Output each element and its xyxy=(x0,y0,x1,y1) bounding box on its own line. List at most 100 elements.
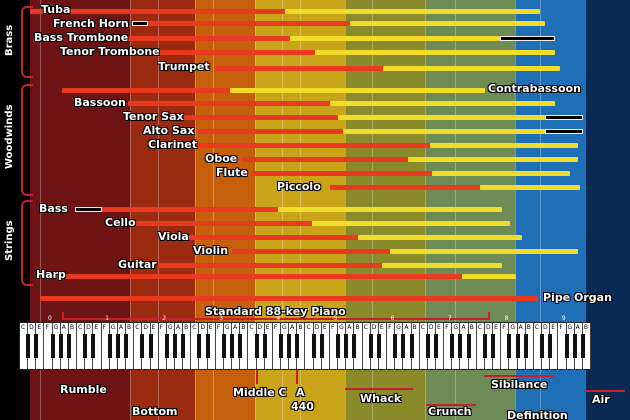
note-letter: G xyxy=(224,324,230,331)
black-key xyxy=(319,334,324,358)
note-letter: C xyxy=(420,324,425,331)
white-key: E xyxy=(322,323,330,369)
octave-number: 9 xyxy=(561,315,566,322)
zone-sibilance: Sibilance xyxy=(491,378,548,391)
harmonic-range xyxy=(430,143,578,148)
label-tenor-sax: Tenor Sax xyxy=(123,110,184,123)
black-key xyxy=(311,334,316,358)
fundamental-range xyxy=(132,221,312,226)
black-key xyxy=(34,334,39,358)
brass-brace xyxy=(21,6,33,78)
black-key xyxy=(450,334,455,358)
black-key xyxy=(254,334,259,358)
black-key xyxy=(376,334,381,358)
harmonic-range xyxy=(462,274,516,279)
note-letter: F xyxy=(216,324,221,331)
note-letter: E xyxy=(94,324,99,331)
fundamental-range xyxy=(232,249,390,254)
note-letter: A xyxy=(290,324,295,331)
extended-range xyxy=(545,115,583,120)
note-letter: D xyxy=(314,324,320,331)
label-cello: Cello xyxy=(105,216,136,229)
note-letter: E xyxy=(37,324,42,331)
note-letter: G xyxy=(110,324,116,331)
instrument-bar xyxy=(0,221,630,226)
harmonic-range xyxy=(338,115,545,120)
white-key: E xyxy=(151,323,159,369)
harmonic-range xyxy=(350,21,545,26)
fundamental-range xyxy=(242,157,408,162)
octave-number: 7 xyxy=(447,315,452,322)
note-letter: A xyxy=(175,324,181,331)
zone-bottom: Bottom xyxy=(132,405,178,418)
white-key: B xyxy=(412,323,420,369)
note-letter: D xyxy=(200,324,206,331)
black-key xyxy=(344,334,349,358)
black-key xyxy=(523,334,528,358)
instrument-bar xyxy=(0,274,630,279)
octave-number: 6 xyxy=(390,315,395,322)
white-key: B xyxy=(469,323,477,369)
note-letter: D xyxy=(86,324,91,331)
extended-range xyxy=(545,129,583,134)
black-key xyxy=(83,334,88,358)
black-key xyxy=(221,334,226,358)
whack-line xyxy=(345,388,413,390)
note-letter: E xyxy=(379,324,384,331)
note-letter: B xyxy=(184,324,189,331)
label-bass: Bass xyxy=(39,202,68,215)
harmonic-range xyxy=(408,157,578,162)
note-letter: A xyxy=(118,324,123,331)
note-letter: C xyxy=(192,324,197,331)
black-key xyxy=(572,334,577,358)
piano-range-right-tick xyxy=(488,312,490,320)
white-key: E xyxy=(493,323,502,369)
gridline xyxy=(540,0,541,420)
black-key xyxy=(540,334,545,358)
strings-brace xyxy=(21,200,33,286)
black-key xyxy=(91,334,96,358)
instrument-bar xyxy=(0,129,630,134)
harmonic-range xyxy=(432,171,570,176)
white-key: B xyxy=(240,323,249,369)
label-bass-trombone: Bass Trombone xyxy=(34,31,129,44)
black-key xyxy=(295,334,300,358)
black-key xyxy=(124,334,129,358)
note-letter: C xyxy=(249,324,254,331)
black-key xyxy=(434,334,438,358)
harmonic-range xyxy=(343,129,545,134)
harmonic-range xyxy=(390,249,578,254)
octave-number: 2 xyxy=(162,315,167,322)
note-letter: F xyxy=(559,324,563,331)
black-key xyxy=(482,334,487,358)
white-key: B xyxy=(526,323,534,369)
label-pipe-organ: Pipe Organ xyxy=(543,291,612,304)
label-viola: Viola xyxy=(158,230,189,243)
note-letter: A xyxy=(347,324,352,331)
note-letter: B xyxy=(69,324,75,331)
note-letter: G xyxy=(53,324,59,331)
fundamental-range xyxy=(170,143,430,148)
instrument-bar xyxy=(0,143,630,148)
octave-number: 4 xyxy=(276,315,281,322)
note-letter: E xyxy=(208,324,213,331)
note-letter: D xyxy=(257,324,263,331)
fundamental-range xyxy=(30,9,285,14)
note-letter: A xyxy=(518,324,523,331)
fundamental-range xyxy=(252,171,432,176)
note-letter: D xyxy=(485,324,491,331)
harmonic-range xyxy=(285,9,540,14)
octave-number: 8 xyxy=(504,315,509,322)
label-piccolo: Piccolo xyxy=(277,180,321,193)
label-tuba: Tuba xyxy=(41,3,71,16)
note-letter: A xyxy=(61,324,66,331)
octave-number: 1 xyxy=(105,315,109,322)
sibilance-line xyxy=(484,375,554,377)
instrument-bar xyxy=(0,249,630,254)
instrument-bar xyxy=(0,296,630,301)
white-key: B xyxy=(354,323,363,369)
fundamental-range xyxy=(70,36,290,41)
black-key xyxy=(107,334,112,358)
